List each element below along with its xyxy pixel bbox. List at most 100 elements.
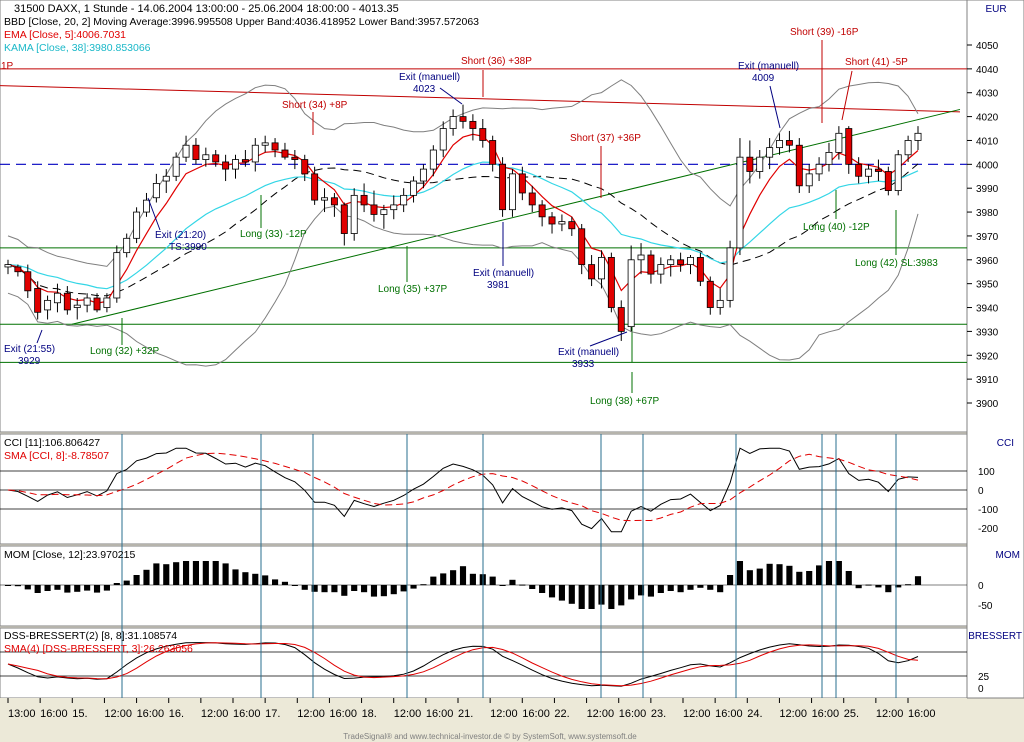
price-axis [966, 0, 1024, 699]
candle-body [795, 144, 803, 187]
candle-body [855, 163, 863, 177]
candle-body [261, 142, 269, 146]
mom-bar [44, 585, 51, 591]
price-marker: 1P [1, 61, 14, 72]
mom-bar [469, 573, 476, 585]
mom-bar [113, 583, 120, 585]
mom-bar [370, 585, 378, 597]
mom-bar [420, 584, 427, 586]
trade-value: 3933 [572, 359, 595, 370]
candle-body [776, 140, 783, 149]
mom-bar [281, 581, 289, 585]
mom-bar [301, 585, 308, 590]
candle-body [865, 168, 873, 177]
time-tick-label: 15. [72, 708, 87, 720]
candle-body [785, 140, 793, 146]
candle-body [528, 192, 536, 206]
trade-label: Exit (21:20) [155, 230, 206, 241]
mom-bar [192, 561, 200, 585]
candle-body [360, 194, 368, 206]
trade-pointer [36, 329, 43, 344]
mom-bar [529, 585, 536, 589]
candle-body [687, 257, 694, 265]
mom-bar [568, 585, 575, 604]
candle-body [548, 216, 556, 225]
mom-bar [24, 585, 31, 590]
time-tick-label: 13:00 [8, 708, 36, 720]
candle-body [53, 292, 61, 304]
cci-tick-label: -200 [978, 524, 998, 535]
mom-bar [756, 568, 763, 585]
dss-legend-1: DSS-BRESSERT(2) [8, 8]:31.108574 [4, 630, 177, 642]
mom-bar [212, 561, 219, 585]
mom-bar [133, 575, 140, 585]
mom-bar [766, 563, 773, 585]
price-tick-label: 3970 [976, 232, 999, 243]
mom-bar [825, 561, 833, 585]
mom-bar [845, 571, 852, 585]
chart-title: 31500 DAXX, 1 Stunde - 14.06.2004 13:00:… [14, 3, 399, 15]
mom-bar [341, 585, 348, 596]
price-tick-label: 3980 [976, 208, 999, 219]
trade-label: Long (32) +32P [90, 346, 160, 357]
mom-bar [509, 579, 516, 585]
time-tick-label: 21. [458, 708, 473, 720]
mom-bar [459, 566, 467, 585]
mom-bar [707, 585, 714, 590]
bollinger-lower-line [7, 205, 919, 367]
mom-bar [311, 585, 318, 592]
time-tick-label: 12:00 [587, 708, 615, 720]
mom-bar [123, 580, 130, 585]
mom-bar [647, 585, 655, 597]
legend-bbd: BBD [Close, 20, 2] Moving Average:3996.9… [4, 16, 479, 28]
candle-body [340, 204, 348, 234]
price-tick-label: 3900 [976, 399, 999, 410]
candle-body [805, 173, 813, 187]
candle-body [558, 221, 566, 225]
mom-bar [143, 569, 150, 585]
candle-body [598, 257, 605, 280]
trade-label: Exit (21:55) [4, 344, 55, 355]
mom-bar [291, 585, 298, 586]
trade-label: Exit (manuell) [399, 72, 460, 83]
candle-body [83, 297, 91, 306]
dss-tick-label: 25 [978, 672, 990, 683]
time-tick-label: 16:00 [40, 708, 68, 720]
candle-body [232, 159, 239, 170]
bollinger-middle-line [7, 163, 919, 297]
price-tick-label: 3990 [976, 184, 999, 195]
time-tick-label: 16. [169, 708, 184, 720]
candle-body [321, 197, 328, 201]
mom-bar [232, 569, 239, 585]
axis-layer: 4050 4040 4030 4020 4010 4000 3990 3980 3970 3960… [7, 41, 999, 720]
mom-bar [548, 585, 556, 598]
time-tick-label: 18. [362, 708, 377, 720]
currency-label: EUR [985, 4, 1006, 15]
time-tick-label: 22. [554, 708, 569, 720]
time-tick-label: 25. [844, 708, 859, 720]
candle-body [63, 292, 71, 311]
cci-sma-line [7, 452, 919, 522]
time-tick-label: 16:00 [137, 708, 165, 720]
time-tick-label: 12:00 [683, 708, 711, 720]
cci-legend-1: CCI [11]:106.806427 [4, 437, 100, 449]
candle-body [123, 237, 131, 254]
candle-body [914, 132, 922, 141]
ema-line [7, 133, 919, 304]
cci-line [7, 447, 919, 533]
time-tick-label: 12:00 [394, 708, 422, 720]
mom-bar [736, 561, 744, 585]
mom-bar [885, 585, 892, 593]
cci-tick-label: 100 [978, 467, 995, 478]
candle-body [172, 156, 180, 177]
mom-bar [608, 585, 615, 609]
price-tick-label: 4010 [976, 136, 999, 147]
mom-bar [499, 585, 506, 586]
time-tick-label: 16:00 [619, 708, 647, 720]
mom-bar [163, 564, 170, 585]
candle-body [499, 163, 507, 211]
time-tick-label: 16:00 [908, 708, 936, 720]
trade-label: Exit (manuell) [558, 347, 619, 358]
candle-body [637, 254, 645, 261]
price-tick-label: 4000 [976, 160, 999, 171]
